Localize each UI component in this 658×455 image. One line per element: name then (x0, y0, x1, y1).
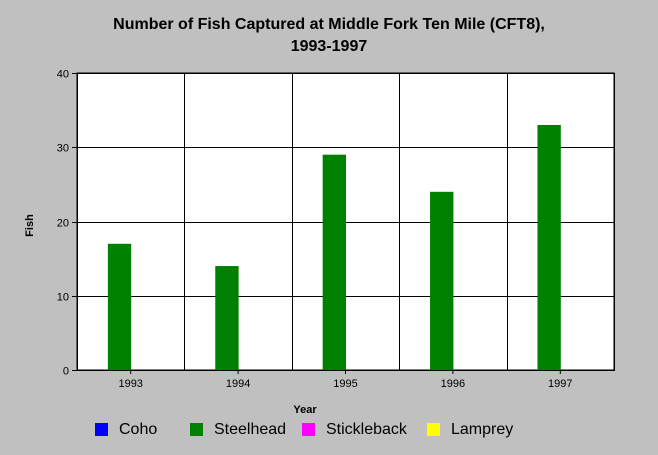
x-tick-label: 1995 (333, 378, 357, 390)
legend-label: Lamprey (451, 421, 514, 438)
bar-steelhead (215, 266, 239, 370)
legend-swatch (95, 423, 108, 436)
chart-title-line2: 1993-1997 (290, 38, 368, 55)
y-axis-label: Fish (24, 214, 36, 237)
plot-border (77, 73, 615, 371)
y-tick-label: 20 (57, 218, 69, 230)
x-tick-label: 1994 (226, 378, 250, 390)
bar-steelhead (537, 124, 561, 370)
y-tick-label: 30 (57, 143, 69, 155)
x-tick-label: 1996 (441, 378, 465, 390)
x-axis-label: Year (293, 404, 317, 416)
legend-swatch (302, 423, 315, 436)
chart-legend: Coho Steelhead Stickleback Lamprey (0, 419, 658, 441)
y-tick-label: 10 (57, 292, 69, 304)
y-tick-label: 40 (57, 69, 69, 81)
y-tick-label: 0 (63, 366, 69, 378)
legend-label: Steelhead (214, 421, 287, 438)
x-tick-label: 1997 (548, 378, 572, 390)
bar-steelhead (430, 191, 454, 370)
legend-swatch (427, 423, 440, 436)
legend-swatch (190, 423, 203, 436)
x-tick-label: 1993 (118, 378, 142, 390)
legend-label: Coho (119, 421, 158, 438)
legend-label: Stickleback (326, 421, 407, 438)
chart-title: Number of Fish Captured at Middle Fork T… (0, 14, 658, 58)
chart-title-line1: Number of Fish Captured at Middle Fork T… (113, 16, 545, 33)
bar-steelhead (107, 243, 132, 370)
bar-steelhead (322, 154, 347, 370)
